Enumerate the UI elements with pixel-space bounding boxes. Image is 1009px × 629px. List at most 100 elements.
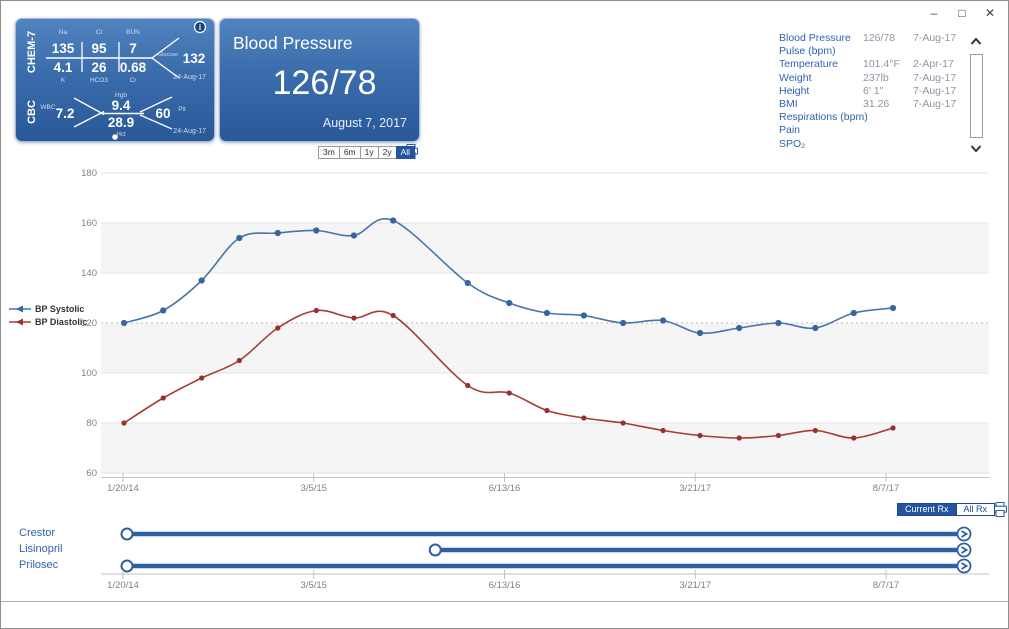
med-label-lisinopril[interactable]: Lisinopril — [19, 543, 63, 555]
chart-legend: BP Systolic BP Diastolic — [9, 302, 87, 328]
vital-date: 7-Aug-17 — [913, 84, 957, 97]
range-button-6m[interactable]: 6m — [338, 146, 361, 159]
lab-text: Cl — [96, 29, 103, 36]
med-start-handle[interactable] — [428, 543, 442, 557]
med-axis: 1/20/14 3/5/15 6/13/16 3/21/17 8/7/17 — [101, 570, 989, 591]
svg-text:1/20/14: 1/20/14 — [107, 483, 139, 494]
svg-text:3/21/17: 3/21/17 — [679, 483, 711, 494]
med-timeline-crestor[interactable] — [120, 526, 972, 542]
data-point — [850, 309, 857, 317]
vital-label[interactable]: Pulse (bpm) — [779, 45, 836, 58]
minimize-button[interactable]: – — [930, 6, 938, 20]
med-start-handle[interactable] — [120, 559, 134, 573]
data-point — [812, 427, 818, 434]
vital-value: 31.26 — [863, 98, 890, 111]
vitals-row: SPO₂ — [779, 138, 971, 151]
vital-label[interactable]: Blood Pressure — [779, 32, 851, 44]
rx-button-current-rx[interactable]: Current Rx — [897, 503, 957, 516]
med-start-handle[interactable] — [120, 527, 134, 541]
close-button[interactable]: ✕ — [984, 6, 996, 20]
info-icon[interactable]: i — [193, 20, 207, 34]
lab-text: Glucose — [158, 52, 178, 58]
labs-fishbone-svg: CHEM-7 Na Cl BUN 135 95 7 4.1 26 0.68 K HCO3 Cr Gluco… — [26, 20, 207, 140]
vitals-row: Blood Pressure 126/78 7-Aug-17 — [779, 32, 971, 45]
range-button-1y[interactable]: 1y — [359, 146, 379, 159]
vitals-scrollbar[interactable] — [967, 37, 985, 153]
vital-label[interactable]: SPO₂ — [779, 137, 806, 150]
data-point — [620, 420, 626, 426]
data-point — [465, 382, 471, 389]
lab-text: Hct — [117, 132, 126, 138]
data-point — [121, 420, 127, 426]
vital-label[interactable]: Weight — [779, 71, 812, 84]
vital-label[interactable]: Pain — [779, 124, 801, 137]
legend-item-bp-systolic[interactable]: BP Systolic — [9, 302, 87, 315]
med-end-arrow[interactable] — [956, 558, 972, 574]
vital-date: 7-Aug-17 — [913, 98, 957, 111]
bp-tile[interactable]: Blood Pressure 126/78 August 7, 2017 — [219, 18, 420, 142]
range-button-3m[interactable]: 3m — [318, 146, 340, 159]
cbc-panel-label: CBC — [26, 100, 38, 124]
data-point — [890, 425, 896, 431]
data-point — [464, 279, 471, 287]
med-timeline-lisinopril[interactable] — [428, 542, 972, 558]
med-end-arrow[interactable] — [956, 526, 972, 542]
lab-text: 0.68 — [120, 60, 147, 75]
bp-tile-title: Blood Pressure — [233, 33, 353, 53]
rx-button-all-rx[interactable]: All Rx — [955, 503, 996, 516]
print-icon[interactable] — [992, 501, 1008, 523]
chart-gridlines — [101, 172, 989, 474]
med-label-crestor[interactable]: Crestor — [19, 527, 56, 539]
data-point — [659, 317, 667, 324]
carousel-dot[interactable] — [112, 134, 118, 140]
scrollbar-track[interactable] — [970, 54, 983, 138]
data-point — [619, 319, 627, 327]
med-end-arrow[interactable] — [956, 542, 972, 558]
data-point — [543, 309, 551, 317]
series-bp-diastolic — [121, 307, 896, 441]
lab-text: 9.4 — [112, 98, 131, 113]
medication-timeline: 1/20/14 3/5/15 6/13/16 3/21/17 8/7/17 — [101, 526, 989, 591]
time-range-buttons: 3m 6m 1y 2y All — [318, 146, 416, 159]
vitals-row: Weight 237lb 7-Aug-17 — [779, 72, 971, 85]
range-button-all[interactable]: All — [395, 146, 416, 159]
y-axis-labels: 180 160 140 120 100 80 60 — [81, 168, 97, 479]
scroll-up-icon[interactable] — [970, 37, 982, 46]
chem7-date: 24-Aug-17 — [173, 74, 206, 81]
chem7-panel-label: CHEM-7 — [26, 31, 38, 73]
range-button-2y[interactable]: 2y — [377, 146, 397, 159]
vital-value: 237lb — [863, 71, 889, 84]
vital-label[interactable]: Respirations (bpm) — [779, 111, 868, 124]
lab-text: 60 — [155, 106, 170, 121]
vitals-row: Pulse (bpm) — [779, 45, 971, 58]
vital-value — [863, 138, 911, 151]
vital-label[interactable]: BMI — [779, 98, 798, 111]
svg-text:6/13/16: 6/13/16 — [489, 580, 521, 591]
svg-text:120: 120 — [81, 318, 97, 329]
svg-text:1/20/14: 1/20/14 — [107, 580, 139, 591]
vital-value — [863, 45, 911, 58]
cbc-date: 24-Aug-17 — [173, 128, 206, 135]
lab-text: Hgb — [115, 92, 127, 99]
legend-item-bp-diastolic[interactable]: BP Diastolic — [9, 315, 87, 328]
med-label-prilosec[interactable]: Prilosec — [19, 559, 59, 571]
scroll-down-icon[interactable] — [970, 144, 982, 153]
lab-text: 7 — [129, 41, 137, 56]
window-controls: – □ ✕ — [922, 4, 1002, 22]
med-timeline-prilosec[interactable] — [120, 558, 972, 574]
lab-text: 4.1 — [54, 60, 73, 75]
maximize-button[interactable]: □ — [958, 6, 966, 20]
data-point — [390, 217, 397, 224]
vital-label[interactable]: Temperature — [779, 58, 838, 71]
data-point — [736, 324, 743, 332]
lab-text: WBC — [40, 104, 55, 111]
lab-text: 135 — [52, 41, 75, 56]
data-point — [851, 435, 857, 441]
svg-text:140: 140 — [81, 268, 97, 279]
labs-panel[interactable]: CHEM-7 Na Cl BUN 135 95 7 4.1 26 0.68 K HCO3 Cr Gluco… — [15, 18, 215, 142]
vital-label[interactable]: Height — [779, 84, 810, 97]
svg-text:8/7/17: 8/7/17 — [873, 483, 899, 494]
data-point — [274, 229, 281, 237]
data-point — [775, 432, 782, 439]
legend-label: BP Diastolic — [35, 316, 88, 327]
